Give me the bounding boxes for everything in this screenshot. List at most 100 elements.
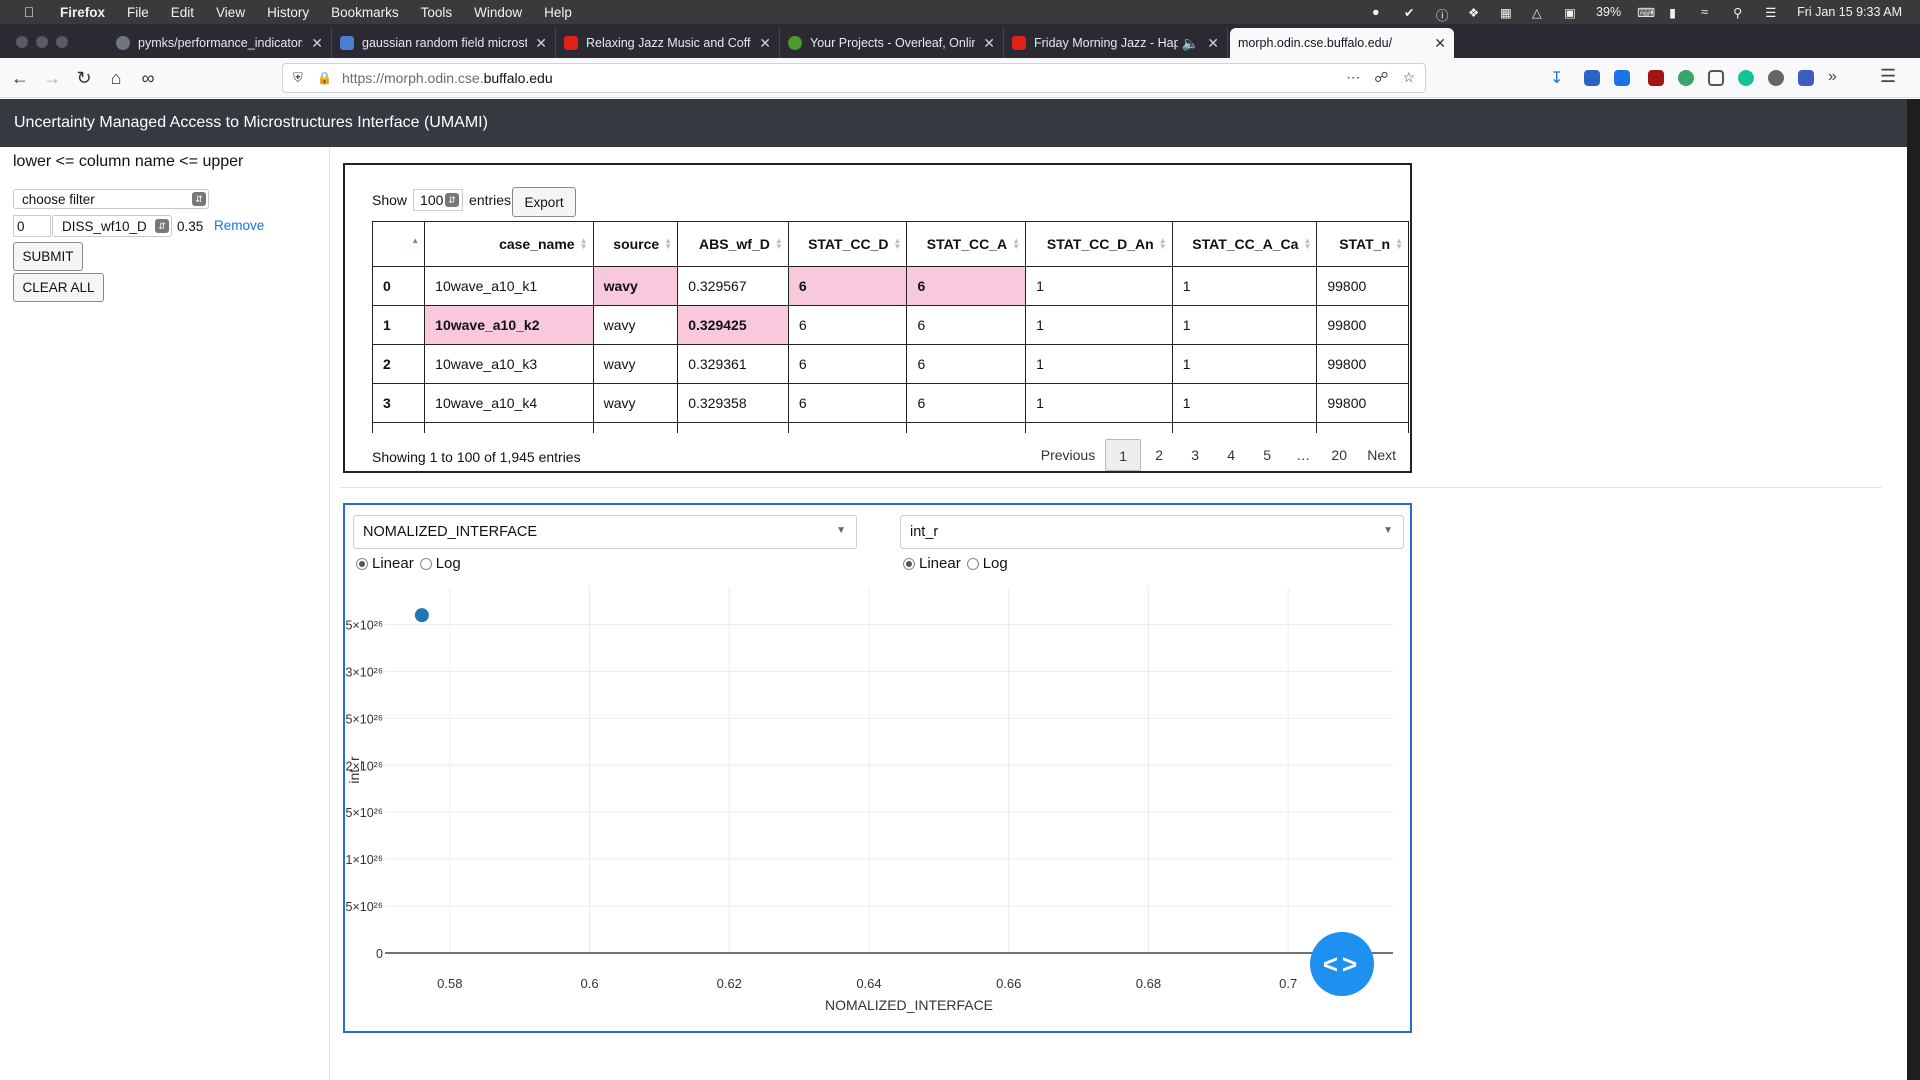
column-header-index[interactable]: ▲	[372, 221, 426, 267]
pager-page[interactable]: 20	[1331, 447, 1347, 463]
table-row[interactable]: 2 10wave_a10_k3 wavy 0.329361 6 6 1 1 99…	[372, 344, 1409, 384]
table-row[interactable]: 0 10wave_a10_k1 wavy 0.329567 6 6 1 1 99…	[372, 266, 1409, 306]
tab-close-icon[interactable]: ✕	[311, 34, 323, 51]
tab-morph-active[interactable]: morph.odin.cse.buffalo.edu/ ✕	[1230, 28, 1454, 58]
account-icon[interactable]	[1768, 70, 1784, 86]
x-log-radio[interactable]	[419, 557, 432, 570]
remove-filter-link[interactable]: Remove	[214, 218, 265, 233]
pager-page[interactable]: 3	[1191, 447, 1200, 463]
table-row[interactable]: 1 10wave_a10_k2 wavy 0.329425 6 6 1 1 99…	[372, 305, 1409, 345]
dropbox-icon[interactable]: ❖	[1468, 6, 1480, 20]
column-header-stat-n[interactable]: STAT_n ▲ ▼	[1316, 221, 1409, 267]
column-select[interactable]: DISS_wf10_D ⇵	[52, 215, 172, 237]
menu-window[interactable]: Window	[474, 4, 523, 20]
page-actions-icon[interactable]: ⋯	[1346, 69, 1361, 85]
speaker-icon[interactable]: 🔈	[1181, 34, 1200, 51]
status-check-icon[interactable]: ✔	[1404, 6, 1415, 20]
grammarly-icon[interactable]	[1738, 70, 1754, 86]
menu-file[interactable]: File	[127, 4, 149, 20]
screen-icon[interactable]: ▣	[1564, 6, 1576, 20]
status-info-icon[interactable]: ⓘ	[1436, 9, 1449, 23]
hamburger-menu-icon[interactable]: ☰	[1880, 66, 1897, 86]
extension-green-icon[interactable]	[1678, 70, 1694, 86]
lower-bound-input[interactable]: 0	[13, 215, 51, 237]
column-header-stat-cc-d[interactable]: STAT_CC_D ▲ ▼	[787, 221, 908, 267]
ublock-icon[interactable]	[1648, 70, 1664, 86]
url-bar[interactable]: ⛨ 🔒 https://morph.odin.cse. buffalo.edu ⋯…	[282, 63, 1426, 93]
bookmark-star-icon[interactable]: ☆	[1402, 69, 1415, 85]
home-icon[interactable]: ⌂	[110, 68, 122, 88]
sidebar-icon[interactable]	[1708, 70, 1724, 86]
pager-page-current[interactable]: 1	[1105, 439, 1142, 471]
column-header-stat-cc-a[interactable]: STAT_CC_A ▲ ▼	[906, 221, 1027, 267]
export-button[interactable]: Export	[512, 187, 577, 217]
tab-close-icon[interactable]: ✕	[1207, 34, 1219, 51]
window-minimize-button[interactable]	[36, 36, 48, 48]
clear-all-button[interactable]: CLEAR ALL	[13, 273, 104, 302]
battery-icon[interactable]: ▮	[1669, 6, 1676, 20]
filter-select[interactable]: choose filter ⇵	[13, 189, 209, 209]
y-linear-radio[interactable]	[903, 557, 915, 570]
tab-close-icon[interactable]: ✕	[1434, 34, 1446, 51]
menu-edit[interactable]: Edit	[170, 4, 195, 20]
page-length-select[interactable]: 100 ⇵	[413, 189, 464, 211]
extension-blue-icon[interactable]	[1798, 70, 1814, 86]
column-header-stat-cc-a-ca[interactable]: STAT_CC_A_Ca ▲ ▼	[1171, 221, 1318, 267]
status-doc-icon[interactable]: ▦	[1500, 6, 1512, 20]
pager-page[interactable]: 4	[1227, 447, 1236, 463]
column-header-source[interactable]: source ▲ ▼	[592, 221, 679, 267]
menu-bookmarks[interactable]: Bookmarks	[331, 4, 399, 20]
tab-gaussian-random-field[interactable]: gaussian random field microstr ✕	[332, 28, 556, 58]
column-header-abs-wf-d[interactable]: ABS_wf_D ▲ ▼	[677, 221, 789, 267]
submit-button[interactable]: SUBMIT	[13, 242, 83, 271]
status-app-icon[interactable]: ●	[1372, 5, 1380, 19]
pager-page[interactable]: 5	[1263, 447, 1272, 463]
wifi-icon[interactable]: ≈	[1701, 5, 1708, 19]
menu-app-name[interactable]: Firefox	[60, 4, 106, 20]
pocket-icon[interactable]: ☍	[1374, 69, 1389, 85]
menu-view[interactable]: View	[216, 4, 246, 20]
x-axis-select[interactable]: NOMALIZED_INTERFACE ▼	[353, 515, 857, 549]
keyboard-icon[interactable]: ⌨	[1637, 6, 1656, 20]
table-cell: 1	[1025, 266, 1173, 306]
tab-relaxing-jazz[interactable]: Relaxing Jazz Music and Coffee ✕	[556, 28, 780, 58]
back-icon[interactable]: ←	[11, 68, 29, 88]
reload-icon[interactable]: ↻	[76, 68, 92, 88]
tracking-shield-icon[interactable]: ⛨	[293, 70, 303, 85]
extension-badge-icon[interactable]	[1584, 70, 1600, 86]
menu-tools[interactable]: Tools	[420, 4, 453, 20]
tab-close-icon[interactable]: ✕	[983, 34, 995, 51]
column-header-stat-cc-d-an[interactable]: STAT_CC_D_An ▲ ▼	[1025, 221, 1173, 267]
tab-close-icon[interactable]: ✕	[535, 34, 547, 51]
table-row[interactable]: 3 10wave_a10_k4 wavy 0.329358 6 6 1 1 99…	[372, 383, 1409, 423]
scatter-chart[interactable]: 0.58 0.6 0.62 0.64 0.66 0.68 0.7 0 5×10²⁶ 1×10²⁶ 1…	[345, 575, 1409, 1031]
spotlight-search-icon[interactable]: ⚲	[1733, 6, 1743, 20]
lock-icon[interactable]: 🔒	[317, 71, 332, 85]
pager-page[interactable]: 2	[1155, 447, 1164, 463]
apple-menu-icon[interactable]: 	[18, 4, 40, 20]
airplay-icon[interactable]: △	[1532, 6, 1542, 20]
tab-close-icon[interactable]: ✕	[759, 34, 771, 51]
window-zoom-button[interactable]	[56, 36, 68, 48]
menu-help[interactable]: Help	[544, 4, 572, 20]
column-header-case-name[interactable]: case_name ▲ ▼	[424, 221, 594, 267]
overflow-chevron-icon[interactable]: »	[1828, 68, 1837, 85]
tab-pymks[interactable]: pymks/performance_indicators ✕	[108, 28, 332, 58]
downloads-icon[interactable]: ↧	[1550, 70, 1564, 87]
upper-bound-input[interactable]: 0.35	[173, 215, 213, 237]
menubar-clock[interactable]: Fri Jan 15 9:33 AM	[1797, 5, 1902, 19]
tab-friday-jazz[interactable]: Friday Morning Jazz - Happ 🔈 ✕	[1004, 28, 1228, 58]
private-mask-icon[interactable]: ∞	[141, 68, 155, 88]
window-close-button[interactable]	[16, 36, 28, 48]
tab-overleaf[interactable]: Your Projects - Overleaf, Online ✕	[780, 28, 1004, 58]
x-linear-radio[interactable]	[356, 557, 368, 570]
control-center-icon[interactable]: ☰	[1765, 6, 1777, 20]
pager-next[interactable]: Next	[1367, 447, 1396, 463]
y-axis-select[interactable]: int_r ▼	[900, 515, 1404, 549]
code-toggle-button[interactable]: <>	[1310, 932, 1374, 996]
extension-s-icon[interactable]	[1614, 70, 1630, 86]
menu-history[interactable]: History	[267, 4, 310, 20]
y-log-radio[interactable]	[966, 557, 979, 570]
forward-icon[interactable]: →	[43, 68, 61, 88]
pager-previous[interactable]: Previous	[1040, 447, 1096, 463]
